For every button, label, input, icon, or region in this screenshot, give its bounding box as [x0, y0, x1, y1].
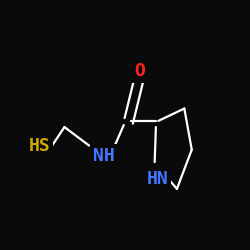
Text: O: O — [134, 62, 145, 80]
Text: NH: NH — [93, 147, 115, 165]
Text: HN: HN — [146, 170, 168, 188]
Text: HS: HS — [29, 136, 50, 154]
